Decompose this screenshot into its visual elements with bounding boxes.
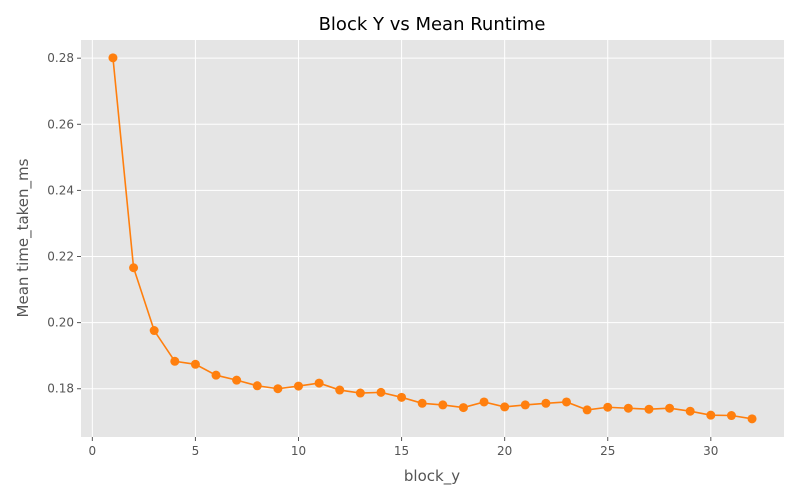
data-point xyxy=(541,398,551,408)
data-point xyxy=(644,404,654,414)
x-tick-label: 15 xyxy=(394,444,409,458)
data-point xyxy=(355,388,365,398)
data-point xyxy=(252,381,262,391)
y-axis-label: Mean time_taken_ms xyxy=(14,158,33,317)
data-point xyxy=(314,378,324,388)
data-point xyxy=(582,405,592,415)
y-tick-label: 0.28 xyxy=(47,51,74,65)
y-tick-label: 0.20 xyxy=(47,316,74,330)
x-tick-label: 0 xyxy=(89,444,97,458)
data-point xyxy=(108,53,118,63)
data-point xyxy=(129,263,139,273)
data-point xyxy=(170,356,180,366)
data-point xyxy=(417,398,427,408)
x-tick-label: 25 xyxy=(600,444,615,458)
data-point xyxy=(747,414,757,424)
data-point xyxy=(397,392,407,402)
data-point xyxy=(293,381,303,391)
data-point xyxy=(190,359,200,369)
chart-title: Block Y vs Mean Runtime xyxy=(319,14,546,35)
data-point xyxy=(335,385,345,395)
data-point xyxy=(665,403,675,413)
data-points xyxy=(108,53,757,424)
x-tick-label: 30 xyxy=(703,444,718,458)
data-point xyxy=(520,400,530,410)
data-point xyxy=(232,375,242,385)
data-point xyxy=(211,370,221,380)
plot-area xyxy=(81,40,784,437)
data-point xyxy=(273,384,283,394)
data-point xyxy=(438,400,448,410)
data-point xyxy=(479,397,489,407)
y-tick-label: 0.26 xyxy=(47,117,74,131)
y-tick-label: 0.18 xyxy=(47,382,74,396)
data-point xyxy=(726,411,736,421)
data-point xyxy=(603,402,613,412)
x-axis-ticks: 0 5 10 15 20 25 30 xyxy=(89,437,718,458)
data-point xyxy=(376,387,386,397)
grid-lines xyxy=(81,40,784,437)
x-axis-label: block_y xyxy=(404,467,460,486)
y-axis-ticks: 0.18 0.20 0.22 0.24 0.26 0.28 xyxy=(47,51,81,396)
data-point xyxy=(458,403,468,413)
x-tick-label: 5 xyxy=(192,444,200,458)
data-point xyxy=(623,403,633,413)
data-point xyxy=(500,402,510,412)
data-point xyxy=(685,406,695,416)
y-tick-label: 0.24 xyxy=(47,183,74,197)
x-tick-label: 10 xyxy=(291,444,306,458)
data-point xyxy=(149,326,159,336)
x-tick-label: 20 xyxy=(497,444,512,458)
y-tick-label: 0.22 xyxy=(47,250,74,264)
data-point xyxy=(706,410,716,420)
data-point xyxy=(562,397,572,407)
